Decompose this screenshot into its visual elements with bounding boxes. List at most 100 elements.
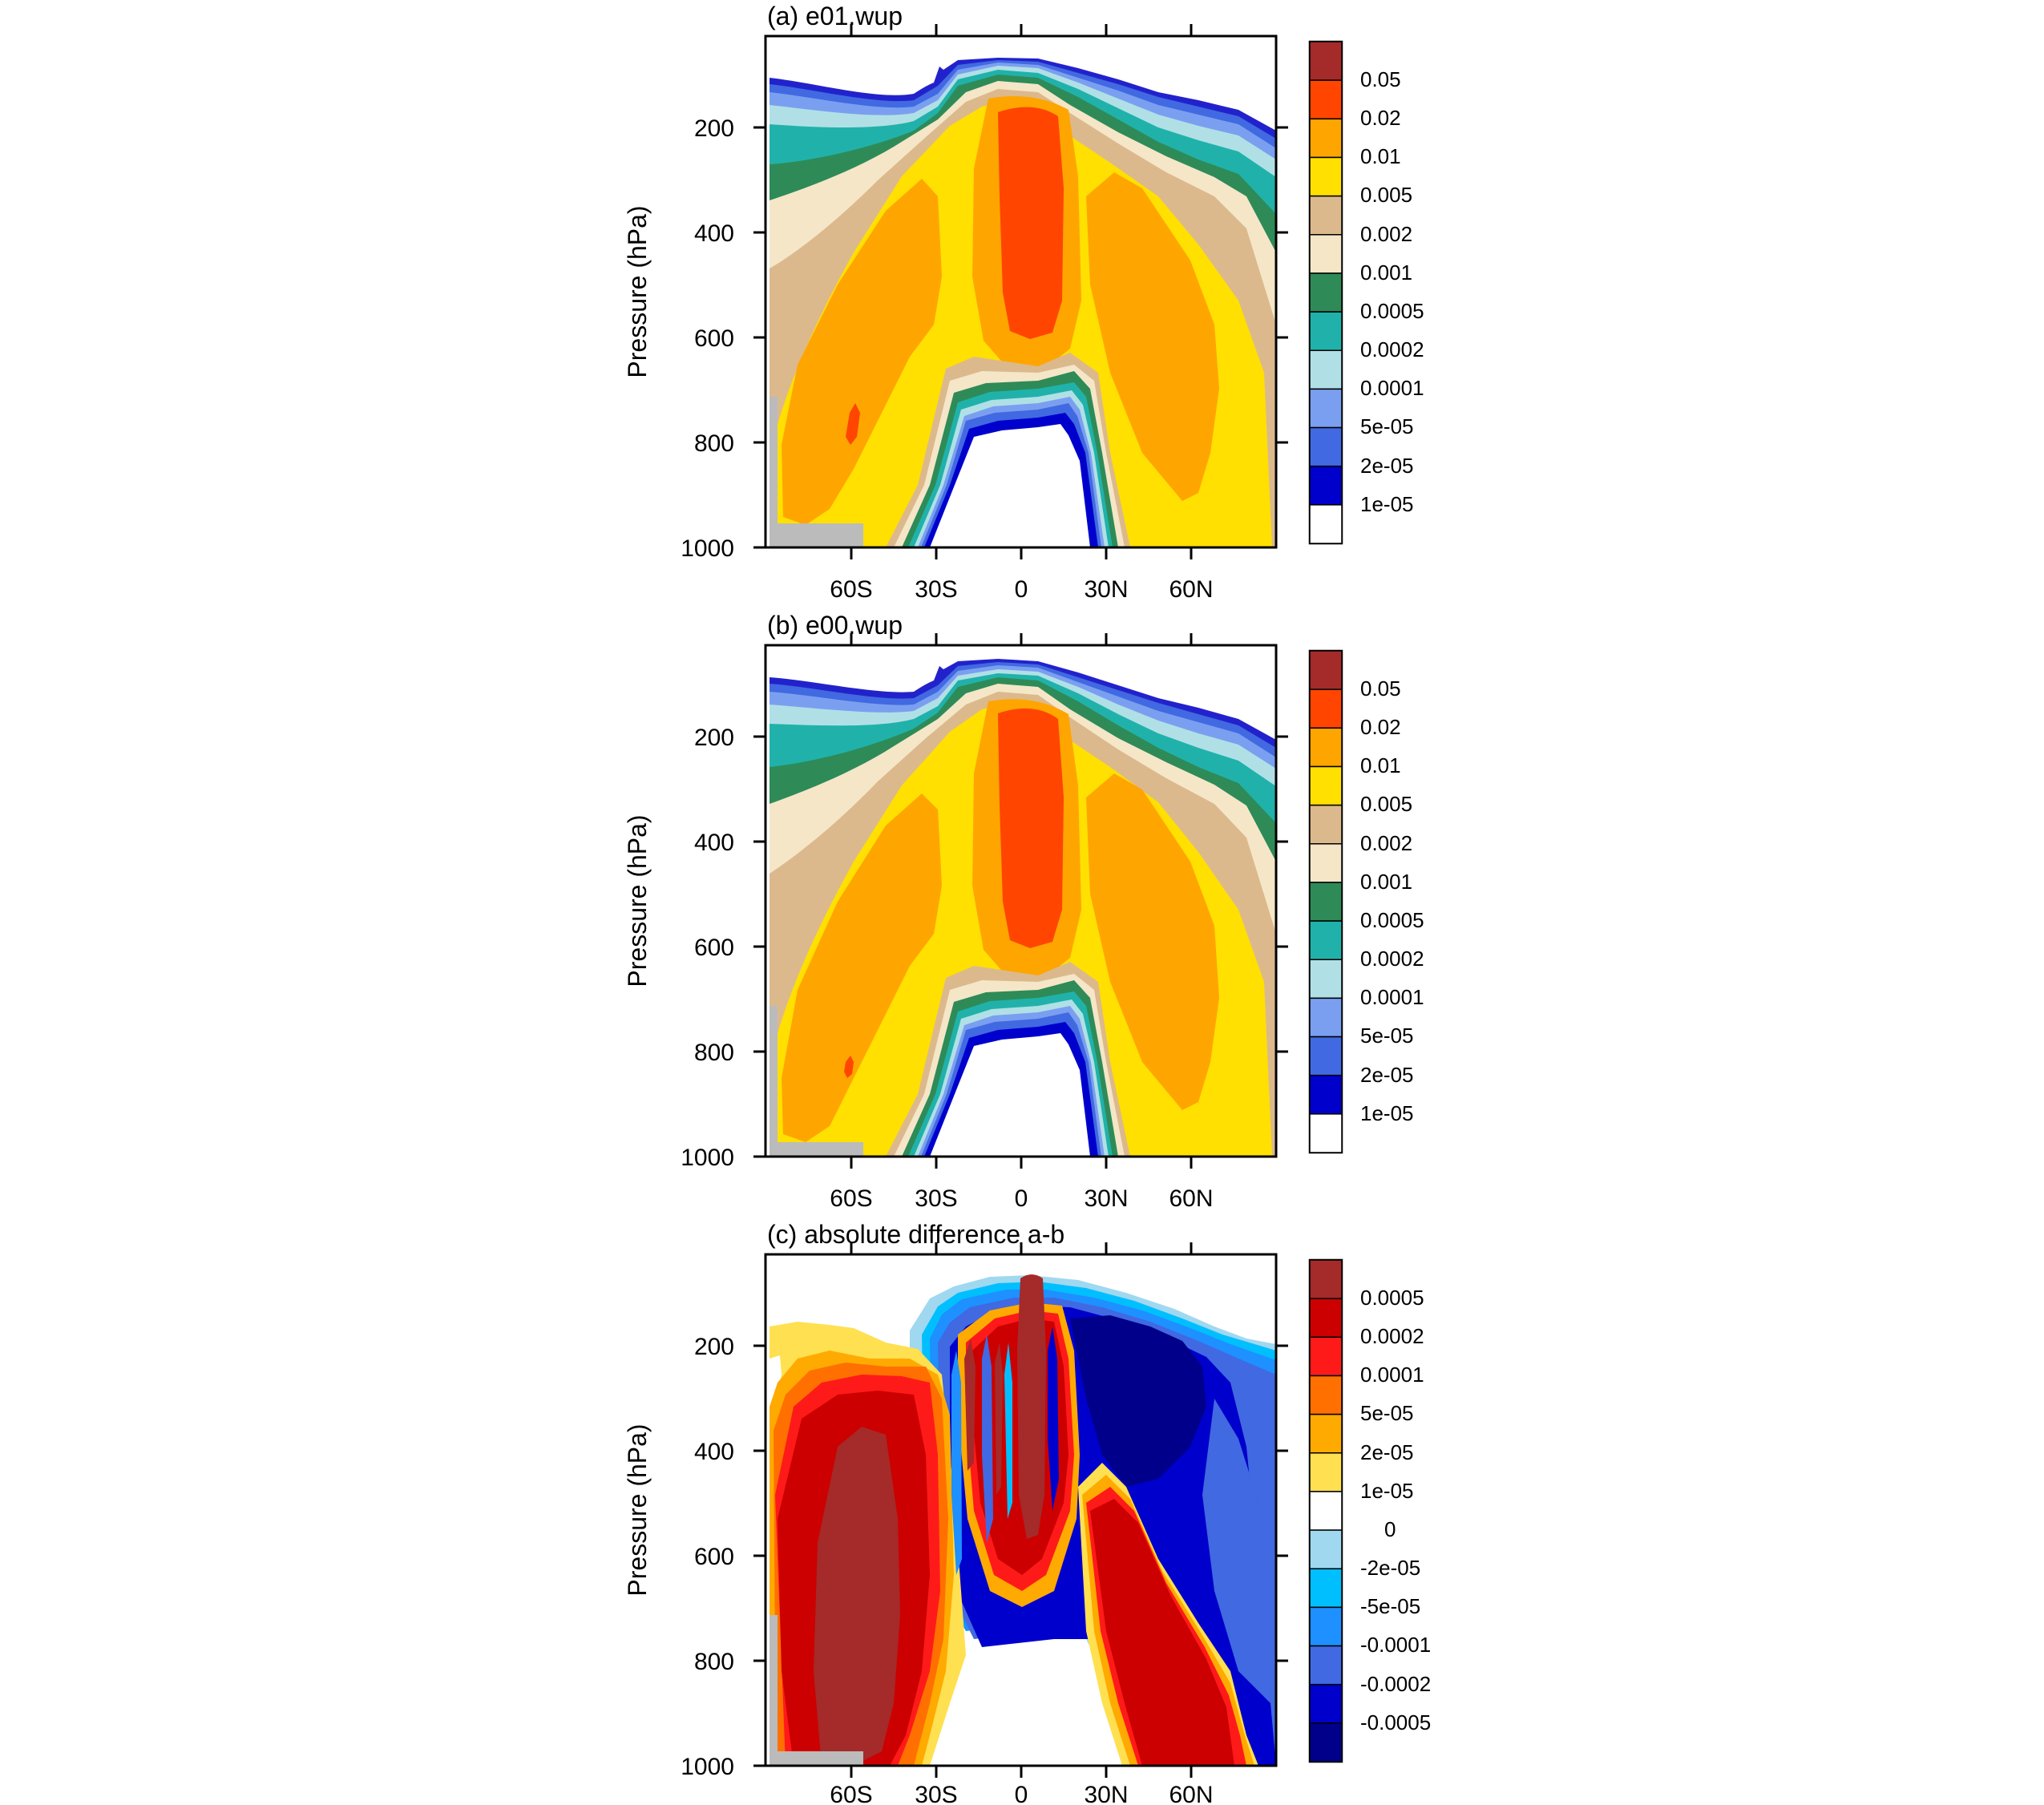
colorbar-label: 0.01 [1360,144,1401,168]
panel-b-axes: 200 400 600 800 1000 60S 30S 0 30N 60N P… [623,633,1288,1212]
y-tick-label: 400 [694,830,734,856]
panel-c-field [770,1274,1276,1766]
colorbar-label: 1e-05 [1360,492,1414,516]
colorbar-label: 0.05 [1360,676,1401,701]
colorbar-label: 0.0002 [1360,337,1424,361]
x-tick-label: 30N [1084,1185,1128,1212]
y-tick-label: 600 [694,325,734,352]
panel-c-colorbar-labels: 0.0005 0.0002 0.0001 5e-05 2e-05 1e-05 0… [1360,1286,1431,1734]
colorbar-swatch [1309,1529,1343,1569]
y-tick-label: 400 [694,220,734,247]
panel-c-axes: 200 400 600 800 1000 60S 30S 0 30N 60N P… [623,1242,1288,1805]
colorbar-swatch [1309,1568,1343,1609]
panel-a-y-tick-labels: 200 400 600 800 1000 [681,115,734,562]
colorbar-swatch [1309,765,1343,806]
panel-c-y-tick-labels: 200 400 600 800 1000 [681,1334,734,1780]
colorbar-swatch [1309,843,1343,883]
panel-b-title: (b) e00.wup [767,611,903,640]
colorbar-label: 0.0005 [1360,1286,1424,1310]
colorbar-label: 0.0001 [1360,985,1424,1009]
colorbar-swatch [1309,1375,1343,1415]
panel-a-colorbar: 0.05 0.02 0.01 0.005 0.002 0.001 0.0005 … [1308,40,1424,545]
colorbar-label: 5e-05 [1360,1024,1414,1048]
colorbar-swatch [1309,156,1343,197]
x-tick-label: 60S [830,1185,872,1212]
panel-a-y-axis-label: Pressure (hPa) [623,205,652,378]
colorbar-label: 0.002 [1360,222,1412,246]
colorbar-swatch [1309,1036,1343,1076]
colorbar-swatch [1309,1413,1343,1454]
x-tick-label: 30N [1084,576,1128,603]
colorbar-label: -0.0001 [1360,1633,1431,1657]
x-tick-label: 60S [830,576,872,603]
colorbar-swatch [1309,1722,1343,1763]
panel-a-x-tick-labels: 60S 30S 0 30N 60N [830,576,1213,603]
colorbar-label: 0.01 [1360,753,1401,777]
x-tick-label: 0 [1015,576,1028,603]
colorbar-swatch [1309,465,1343,506]
x-tick-label: 60N [1169,1782,1213,1805]
y-tick-label: 200 [694,725,734,751]
panel-b-colorbar: 0.05 0.02 0.01 0.005 0.002 0.001 0.0005 … [1308,649,1424,1154]
panel-b-colorbar-labels: 0.05 0.02 0.01 0.005 0.002 0.001 0.0005 … [1360,676,1424,1125]
colorbar-label: 0.0005 [1360,299,1424,323]
colorbar-swatch [1309,882,1343,922]
panel-a: (a) e01.wup [623,2,1424,603]
colorbar-label: 0.02 [1360,106,1401,130]
colorbar-label: 0.005 [1360,792,1412,816]
colorbar-label: -0.0002 [1360,1672,1431,1696]
colorbar-swatch [1309,688,1343,729]
x-tick-label: 60S [830,1782,872,1805]
panel-c-x-tick-labels: 60S 30S 0 30N 60N [830,1782,1213,1805]
panel-b-field [770,659,1276,1157]
y-tick-label: 200 [694,1334,734,1360]
x-tick-label: 0 [1015,1185,1028,1212]
colorbar-label: 0.0005 [1360,908,1424,932]
colorbar-swatch [1309,1606,1343,1647]
colorbar-label: 0.05 [1360,67,1401,91]
colorbar-swatch [1309,959,1343,999]
panel-b: (b) e00.wup [623,611,1424,1212]
colorbar-swatch [1309,195,1343,236]
colorbar-label: 0.0002 [1360,947,1424,971]
colorbar-label: 0.0001 [1360,376,1424,400]
y-tick-label: 800 [694,1040,734,1066]
panel-c: (c) absolute difference a-b [623,1220,1431,1805]
panel-b-x-tick-labels: 60S 30S 0 30N 60N [830,1185,1213,1212]
colorbar-swatch [1309,273,1343,313]
panel-b-y-axis-label: Pressure (hPa) [623,814,652,987]
panel-a-colorbar-labels: 0.05 0.02 0.01 0.005 0.002 0.001 0.0005 … [1360,67,1424,516]
colorbar-swatch [1309,1336,1343,1377]
colorbar-label: 1e-05 [1360,1101,1414,1125]
colorbar-swatch [1309,1298,1343,1339]
colorbar-swatch [1309,1683,1343,1724]
y-tick-label: 1000 [681,1754,734,1780]
colorbar-swatch [1309,1452,1343,1492]
y-tick-label: 400 [694,1439,734,1465]
y-tick-label: 600 [694,935,734,961]
colorbar-swatch [1309,426,1343,467]
colorbar-label: 2e-05 [1360,1440,1414,1464]
colorbar-label: 0 [1384,1517,1396,1541]
panel-c-colorbar: 0.0005 0.0002 0.0001 5e-05 2e-05 1e-05 0… [1308,1258,1431,1763]
colorbar-swatch [1309,650,1343,690]
panel-c-title: (c) absolute difference a-b [767,1220,1064,1249]
y-tick-label: 600 [694,1544,734,1570]
y-tick-label: 200 [694,115,734,142]
colorbar-swatch [1309,234,1343,274]
colorbar-label: 0.005 [1360,183,1412,207]
y-tick-label: 800 [694,1649,734,1675]
colorbar-label: 2e-05 [1360,454,1414,478]
colorbar-swatch [1309,1491,1343,1531]
panel-a-field [770,58,1276,547]
x-tick-label: 30N [1084,1782,1128,1805]
colorbar-label: 1e-05 [1360,1479,1414,1503]
colorbar-swatch [1309,727,1343,768]
y-tick-label: 1000 [681,535,734,562]
x-tick-label: 60N [1169,1185,1213,1212]
y-tick-label: 1000 [681,1145,734,1171]
colorbar-swatch [1309,349,1343,390]
x-tick-label: 60N [1169,576,1213,603]
colorbar-label: 2e-05 [1360,1063,1414,1087]
x-tick-label: 0 [1015,1782,1028,1805]
